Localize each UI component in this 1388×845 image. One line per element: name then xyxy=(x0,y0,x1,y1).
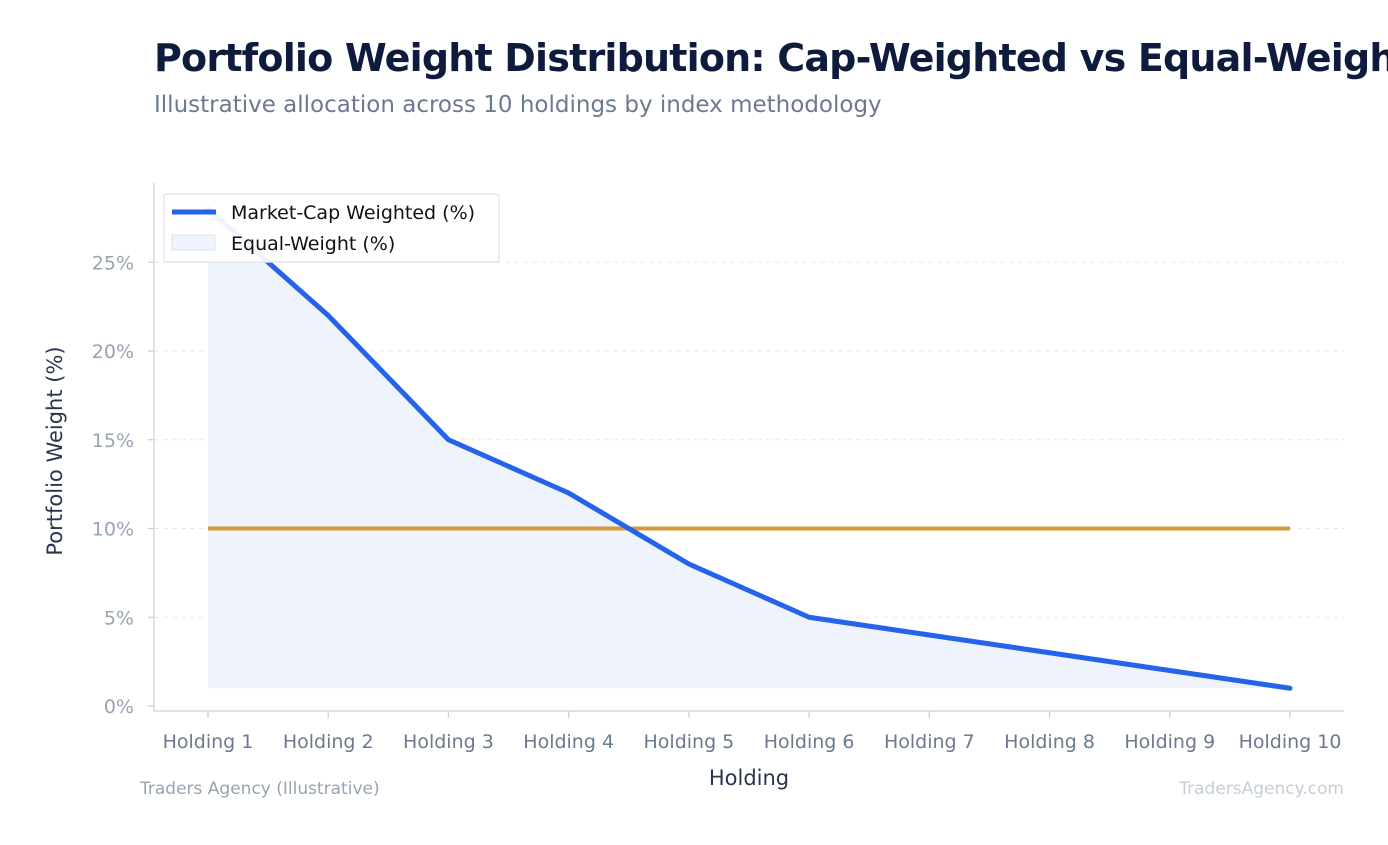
y-tick-label: 25% xyxy=(92,252,134,274)
x-tick-label: Holding 1 xyxy=(163,731,254,753)
market-cap-line xyxy=(205,206,1293,691)
chart-title: Portfolio Weight Distribution: Cap-Weigh… xyxy=(154,36,1388,80)
x-tick-labels: Holding 1 Holding 2 Holding 3 Holding 4 Hold… xyxy=(163,711,1342,753)
market-cap-area-fill xyxy=(208,209,1290,689)
legend-box xyxy=(163,193,500,263)
source-note: Traders Agency (Illustrative) xyxy=(140,779,380,799)
x-tick-label: Holding 6 xyxy=(764,731,855,753)
y-tick-label: 5% xyxy=(104,607,134,629)
y-axis-title: Portfolio Weight (%) xyxy=(43,346,67,555)
legend-label-market-cap: Market-Cap Weighted (%) xyxy=(231,202,475,224)
axes xyxy=(153,183,1344,712)
y-tick-label: 0% xyxy=(104,696,134,718)
x-tick-label: Holding 9 xyxy=(1124,731,1215,753)
x-tick-label: Holding 5 xyxy=(644,731,735,753)
y-tick-labels: 0% 5% 10% 15% 20% 25% xyxy=(92,252,154,718)
x-tick-label: Holding 7 xyxy=(884,731,975,753)
x-tick-label: Holding 4 xyxy=(523,731,614,753)
x-tick-label: Holding 2 xyxy=(283,731,374,753)
legend-swatch-equal-weight xyxy=(171,234,216,251)
watermark: TradersAgency.com xyxy=(1179,779,1344,799)
x-axis-title: Holding xyxy=(709,766,789,790)
y-tick-label: 10% xyxy=(92,519,134,541)
y-tick-label: 20% xyxy=(92,341,134,363)
legend-label-equal-weight: Equal-Weight (%) xyxy=(231,233,395,255)
chart-subtitle: Illustrative allocation across 10 holdin… xyxy=(154,92,882,118)
legend: Market-Cap Weighted (%) Equal-Weight (%) xyxy=(163,193,500,263)
x-tick-label: Holding 3 xyxy=(403,731,494,753)
y-tick-label: 15% xyxy=(92,430,134,452)
x-tick-label: Holding 10 xyxy=(1239,731,1342,753)
x-tick-label: Holding 8 xyxy=(1004,731,1095,753)
